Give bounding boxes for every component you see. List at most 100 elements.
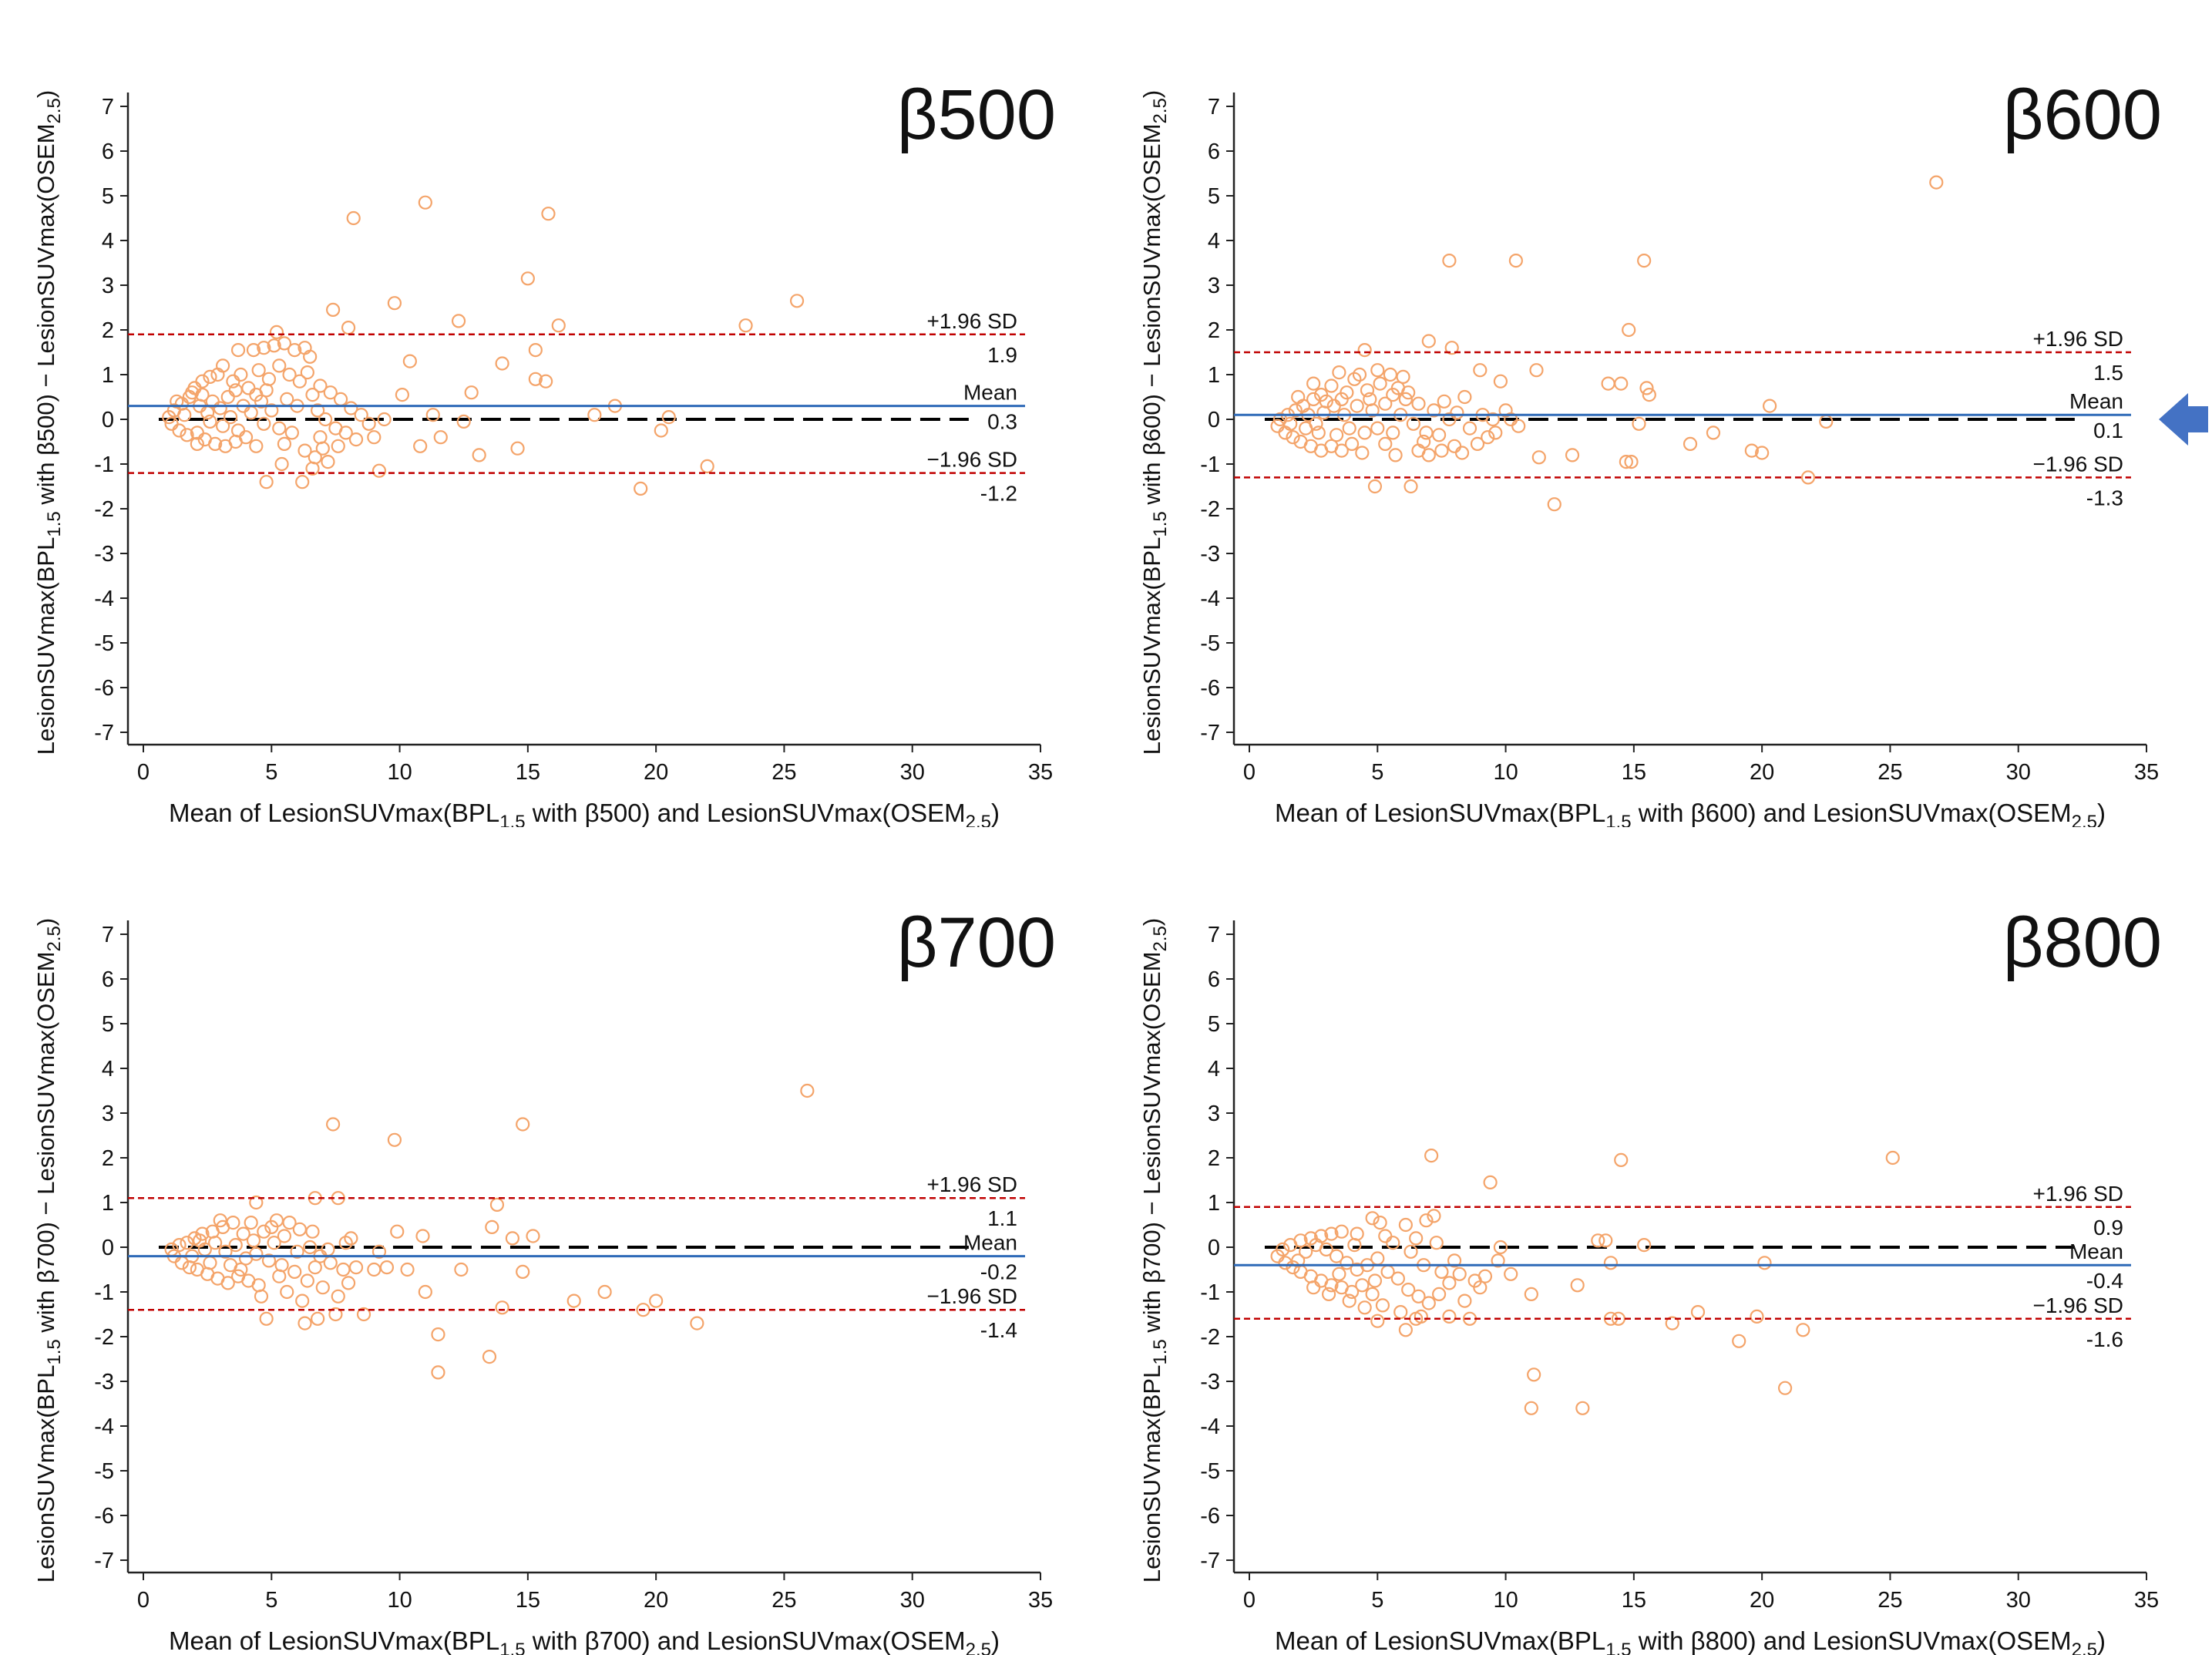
data-point <box>1732 1334 1746 1348</box>
data-point <box>387 1132 402 1147</box>
x-tick-label: 5 <box>265 760 277 785</box>
data-point <box>1591 1233 1605 1248</box>
data-point <box>1357 1300 1372 1315</box>
label-part: LesionSUVmax(BPL <box>1138 1365 1165 1583</box>
data-point <box>1683 436 1698 452</box>
data-point <box>1470 436 1485 452</box>
data-point <box>1319 1242 1333 1257</box>
label-part: with β500) and LesionSUVmax(OSEM <box>526 799 966 827</box>
data-point <box>348 1260 364 1275</box>
data-point <box>451 314 466 328</box>
label-part: 2.5 <box>44 926 65 951</box>
x-tick-label: 5 <box>1371 760 1383 785</box>
lower-sd-label: −1.96 SD <box>926 1284 1017 1308</box>
data-point <box>1429 1236 1444 1250</box>
data-point <box>1390 1271 1405 1286</box>
data-point <box>1491 1253 1505 1268</box>
y-tick-label: -4 <box>94 587 114 611</box>
data-point <box>539 374 553 389</box>
data-point <box>208 1236 223 1250</box>
arrow-left-icon <box>2159 393 2208 446</box>
label-part: with β700) and LesionSUVmax(OSEM <box>526 1626 966 1655</box>
data-point <box>1299 1244 1313 1259</box>
data-point <box>341 321 356 335</box>
data-point <box>1665 1316 1679 1330</box>
y-tick-label: -6 <box>1200 1504 1220 1529</box>
data-point <box>1442 1276 1457 1290</box>
label-part: ) <box>2097 1626 2106 1655</box>
data-point <box>377 412 392 427</box>
data-point <box>1437 394 1451 409</box>
data-point <box>272 358 287 373</box>
data-point <box>1529 363 1544 378</box>
data-point <box>1329 428 1344 442</box>
data-point <box>1473 363 1488 378</box>
label-part: LesionSUVmax(BPL <box>32 537 59 755</box>
x-tick-label: 5 <box>1371 1588 1383 1613</box>
data-point <box>1419 426 1434 440</box>
data-point <box>1690 1304 1706 1320</box>
data-point <box>1355 446 1370 460</box>
y-tick-label: 0 <box>102 408 114 432</box>
y-tick-label: -1 <box>1200 1280 1220 1305</box>
data-point <box>1291 1253 1306 1268</box>
data-point <box>1350 1226 1364 1241</box>
y-tick-label: 3 <box>102 274 114 298</box>
x-tick-label: 20 <box>644 1588 668 1613</box>
data-point <box>528 372 543 386</box>
data-point <box>1401 385 1416 400</box>
data-point <box>1481 430 1495 445</box>
label-part: 2.5 <box>966 812 991 827</box>
data-point <box>1360 383 1375 398</box>
panel-title: β600 <box>2003 76 2162 154</box>
data-point <box>1755 446 1770 460</box>
data-point <box>1334 443 1349 458</box>
y-axis-title: LesionSUVmax(BPL1.5 with β700) − LesionS… <box>32 918 65 1583</box>
y-axis-title: LesionSUVmax(BPL1.5 with β600) − LesionS… <box>1138 90 1171 755</box>
data-point <box>1299 421 1313 436</box>
data-point <box>195 387 210 402</box>
data-point <box>318 412 333 427</box>
data-point <box>1642 387 1656 402</box>
upper-sd-value: 1.5 <box>2093 361 2123 385</box>
data-point <box>308 450 322 465</box>
y-tick-label: 5 <box>1208 1012 1220 1037</box>
arrow-shape <box>2159 393 2208 446</box>
x-tick-label: 10 <box>387 760 412 785</box>
data-point <box>1383 367 1398 382</box>
data-point <box>328 1307 343 1322</box>
data-point <box>323 385 338 400</box>
label-part: Mean of LesionSUVmax(BPL <box>169 1626 499 1655</box>
data-point <box>1352 367 1367 382</box>
y-tick-label: 2 <box>102 318 114 343</box>
data-point <box>1611 1311 1626 1326</box>
label-part: ) <box>32 918 59 926</box>
label-part: with β800) and LesionSUVmax(OSEM <box>1632 1626 2072 1655</box>
data-point <box>1291 389 1306 405</box>
data-point <box>1424 1149 1439 1163</box>
data-point <box>274 456 289 472</box>
data-point <box>284 426 299 440</box>
mean-value: -0.2 <box>980 1260 1017 1284</box>
data-point <box>520 271 535 286</box>
data-point <box>1508 254 1523 268</box>
data-point <box>1427 403 1441 418</box>
label-part: 2.5 <box>44 98 65 123</box>
data-point <box>1370 1251 1385 1266</box>
data-point <box>1363 392 1377 407</box>
data-point <box>551 318 566 333</box>
label-part: 1.5 <box>1605 812 1631 827</box>
label-part: 2.5 <box>1150 926 1171 951</box>
y-tick-label: 4 <box>1208 229 1220 254</box>
data-point <box>170 394 184 409</box>
y-tick-label: 7 <box>1208 923 1220 947</box>
data-point <box>303 1240 318 1255</box>
data-point <box>208 436 223 452</box>
bland-altman-panel-beta600: 7 6 5 4 3 2 1 0 -1 -2 -3 -4 -5 -6 -7 0 5 10 15 20 25 30 35 +1.9… <box>1106 0 2212 827</box>
data-point <box>1386 426 1400 440</box>
data-point <box>1531 450 1546 465</box>
x-tick-label: 20 <box>644 760 668 785</box>
mean-value: 0.3 <box>987 410 1017 434</box>
